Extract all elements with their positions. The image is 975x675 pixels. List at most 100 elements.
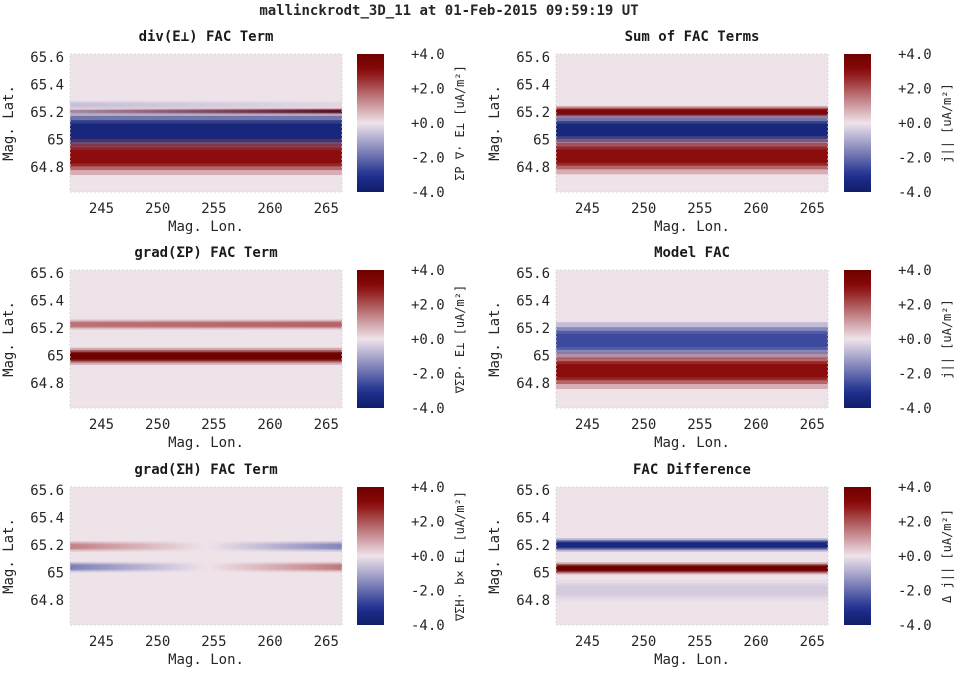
x-tick-label: 245 [575, 417, 600, 433]
x-axis-label: Mag. Lon. [654, 435, 730, 451]
y-tick-label: 65.2 [516, 538, 550, 554]
colorbar-tick-label: +0.0 [411, 332, 445, 348]
heatmap-background [70, 487, 342, 625]
colorbar-tick-label: +0.0 [898, 549, 932, 565]
colorbar-tick-label: +0.0 [411, 116, 445, 132]
x-tick-label: 250 [145, 201, 170, 217]
x-tick-label: 260 [743, 417, 768, 433]
y-axis-label: Mag. Lat. [1, 301, 17, 377]
x-axis-label: Mag. Lon. [168, 652, 244, 668]
panel-fac-difference: FAC Difference 245 250 255 260 265 64.8 65 65.2 6… [487, 462, 954, 668]
colorbar-tick-label: +4.0 [898, 47, 932, 63]
y-tick-label: 65.2 [30, 538, 64, 554]
y-axis-label: Mag. Lat. [487, 85, 503, 161]
x-tick-label: 260 [257, 417, 282, 433]
colorbar-tick-label: -4.0 [411, 618, 445, 634]
panel-div-e-fac: div(E⊥) FAC Term 245 250 255 260 265 64.8 65 65.… [1, 29, 467, 235]
y-tick-label: 65.2 [30, 105, 64, 121]
figure-title: mallinckrodt_3D_11 at 01-Feb-2015 09:59:… [259, 3, 638, 19]
colorbar-tick-label: -2.0 [411, 584, 445, 600]
colorbar [844, 54, 871, 192]
heatmap-background [70, 270, 342, 408]
x-tick-label: 245 [89, 201, 114, 217]
x-axis-label: Mag. Lon. [654, 219, 730, 235]
y-tick-label: 64.8 [516, 160, 550, 176]
y-tick-label: 65.4 [30, 510, 64, 526]
heatmap-band [556, 149, 828, 163]
axes-frame [555, 269, 829, 409]
colorbar-tick-label: +2.0 [411, 298, 445, 314]
x-tick-label: 245 [575, 201, 600, 217]
x-tick-label: 255 [201, 634, 226, 650]
y-tick-label: 65.4 [30, 77, 64, 93]
y-tick-label: 65.6 [30, 266, 64, 282]
colorbar-tick-label: +4.0 [898, 480, 932, 496]
x-tick-label: 265 [800, 201, 825, 217]
colorbar-tick-label: +4.0 [411, 480, 445, 496]
colorbar-tick-label: -2.0 [411, 367, 445, 383]
colorbar-tick-label: +4.0 [411, 47, 445, 63]
heatmap-band [556, 109, 828, 115]
colorbar-tick-label: -2.0 [411, 151, 445, 167]
x-tick-label: 265 [314, 417, 339, 433]
y-tick-label: 65 [47, 349, 64, 365]
panel-title: grad(ΣP) FAC Term [134, 245, 277, 261]
x-tick-label: 250 [631, 417, 656, 433]
y-tick-label: 65.4 [516, 293, 550, 309]
y-tick-label: 64.8 [30, 593, 64, 609]
y-tick-label: 65.6 [30, 50, 64, 66]
x-tick-label: 265 [314, 201, 339, 217]
x-tick-label: 265 [800, 417, 825, 433]
colorbar-tick-label: -2.0 [898, 151, 932, 167]
panel-title: Sum of FAC Terms [625, 29, 760, 45]
heatmap-band [70, 103, 342, 107]
colorbar-tick-label: -4.0 [411, 401, 445, 417]
colorbar-tick-label: -4.0 [898, 401, 932, 417]
axes-frame [69, 53, 343, 193]
y-tick-label: 65.6 [30, 483, 64, 499]
axes-frame [555, 486, 829, 626]
y-axis-label: Mag. Lat. [1, 518, 17, 594]
colorbar-label: ∇ΣH· b× E⊥ [uA/m²] [453, 491, 467, 622]
colorbar-tick-label: +2.0 [898, 515, 932, 531]
y-tick-label: 65.2 [30, 321, 64, 337]
colorbar-tick-label: -4.0 [898, 618, 932, 634]
panel-model-fac: Model FAC 245 250 255 260 265 64.8 65 65.2 65.4 65… [487, 245, 954, 451]
y-tick-label: 64.8 [516, 593, 550, 609]
colorbar [357, 54, 384, 192]
x-axis-label: Mag. Lon. [168, 219, 244, 235]
axes-frame [555, 53, 829, 193]
heatmap-band [70, 150, 342, 164]
colorbar-tick-label: -2.0 [898, 584, 932, 600]
panel-title: FAC Difference [633, 462, 751, 478]
x-tick-label: 250 [631, 201, 656, 217]
x-tick-label: 250 [145, 634, 170, 650]
y-tick-label: 65 [47, 566, 64, 582]
colorbar-tick-label: -4.0 [411, 185, 445, 201]
colorbar [357, 270, 384, 408]
panel-title: grad(ΣH) FAC Term [134, 462, 277, 478]
colorbar-tick-label: +4.0 [411, 263, 445, 279]
colorbar-tick-label: +2.0 [411, 515, 445, 531]
x-tick-label: 245 [575, 634, 600, 650]
colorbar-tick-label: +2.0 [898, 82, 932, 98]
colorbar-tick-label: +4.0 [898, 263, 932, 279]
x-tick-label: 245 [89, 417, 114, 433]
panel-sum-fac: Sum of FAC Terms 245 250 255 260 265 64.8 65 65.… [487, 29, 954, 235]
colorbar-label: ∇ΣP· E⊥ [uA/m²] [453, 285, 467, 394]
y-tick-label: 64.8 [30, 160, 64, 176]
y-tick-label: 65.4 [516, 510, 550, 526]
x-tick-label: 260 [743, 201, 768, 217]
y-tick-label: 65 [533, 349, 550, 365]
x-tick-label: 260 [257, 634, 282, 650]
x-tick-label: 250 [631, 634, 656, 650]
y-tick-label: 65.4 [516, 77, 550, 93]
x-axis-label: Mag. Lon. [654, 652, 730, 668]
panel-title: div(E⊥) FAC Term [139, 29, 274, 45]
heatmap-band [70, 565, 342, 570]
y-tick-label: 65.2 [516, 105, 550, 121]
y-tick-label: 65.6 [516, 483, 550, 499]
heatmap-band [70, 544, 342, 549]
heatmap-band [556, 586, 828, 595]
y-tick-label: 65.6 [516, 50, 550, 66]
